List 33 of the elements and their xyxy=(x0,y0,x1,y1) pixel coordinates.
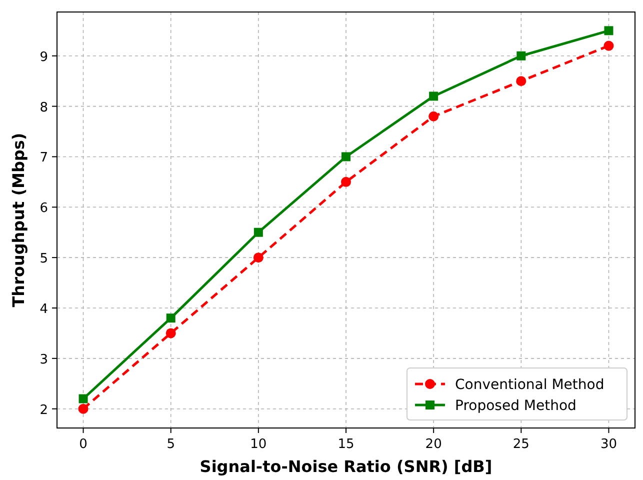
point xyxy=(254,228,263,237)
x-tick-label: 15 xyxy=(338,437,354,452)
point xyxy=(428,111,439,122)
x-tick-label: 25 xyxy=(512,437,530,452)
y-tick-label: 7 xyxy=(40,150,48,166)
point xyxy=(166,314,176,323)
x-tick-label: 10 xyxy=(250,437,267,452)
point xyxy=(604,40,614,51)
point xyxy=(342,152,350,162)
point xyxy=(341,176,351,187)
y-tick-label: 5 xyxy=(40,252,48,267)
x-tick-label: 20 xyxy=(425,437,442,452)
y-tick-label: 3 xyxy=(40,352,48,368)
y-tick-label: 6 xyxy=(40,201,48,216)
x-axis-title: Signal-to-Noise Ratio (SNR) [dB] xyxy=(200,457,492,476)
y-axis-title: Throughput (Mbps) xyxy=(9,132,28,308)
y-tick-label: 8 xyxy=(40,100,48,116)
legend-label: Conventional Method xyxy=(455,377,604,393)
point xyxy=(253,252,264,263)
point xyxy=(516,51,526,60)
legend-label: Proposed Method xyxy=(455,398,576,414)
point xyxy=(78,404,88,414)
point xyxy=(166,328,176,338)
y-tick-label: 4 xyxy=(40,302,48,317)
y-tick-label: 2 xyxy=(40,402,48,418)
x-tick-label: 5 xyxy=(166,437,175,452)
point xyxy=(429,92,438,101)
point xyxy=(78,394,88,404)
point xyxy=(604,26,614,36)
point xyxy=(516,76,526,86)
x-tick-label: 30 xyxy=(600,437,617,452)
x-tick-label: 0 xyxy=(79,437,88,452)
y-tick-label: 9 xyxy=(40,50,48,65)
